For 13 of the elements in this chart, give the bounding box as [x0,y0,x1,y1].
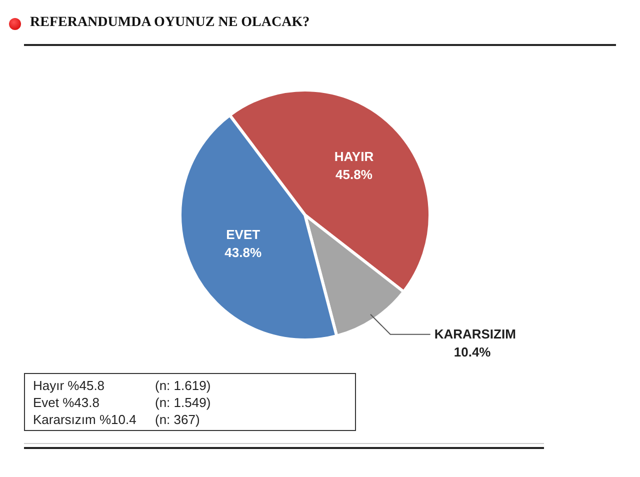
chart-title: REFERANDUMDA OYUNUZ NE OLACAK? [30,15,310,31]
slice-label: KARARSIZIM [434,326,516,342]
slice-label: EVET [226,226,260,242]
slice-label: HAYIR [334,148,374,164]
text: Hayır %45.8 [33,377,106,394]
data-label: 45.8% [336,166,373,182]
text: Kararsızım %10.4 [33,411,138,428]
data-label: 43.8% [224,244,262,260]
data-label: 10.4% [454,344,492,360]
text: Evet %43.8 [33,394,100,411]
text: (n: 367) [155,411,200,428]
text: (n: 1.619) [155,377,211,394]
text: (n: 1.549) [155,394,211,411]
